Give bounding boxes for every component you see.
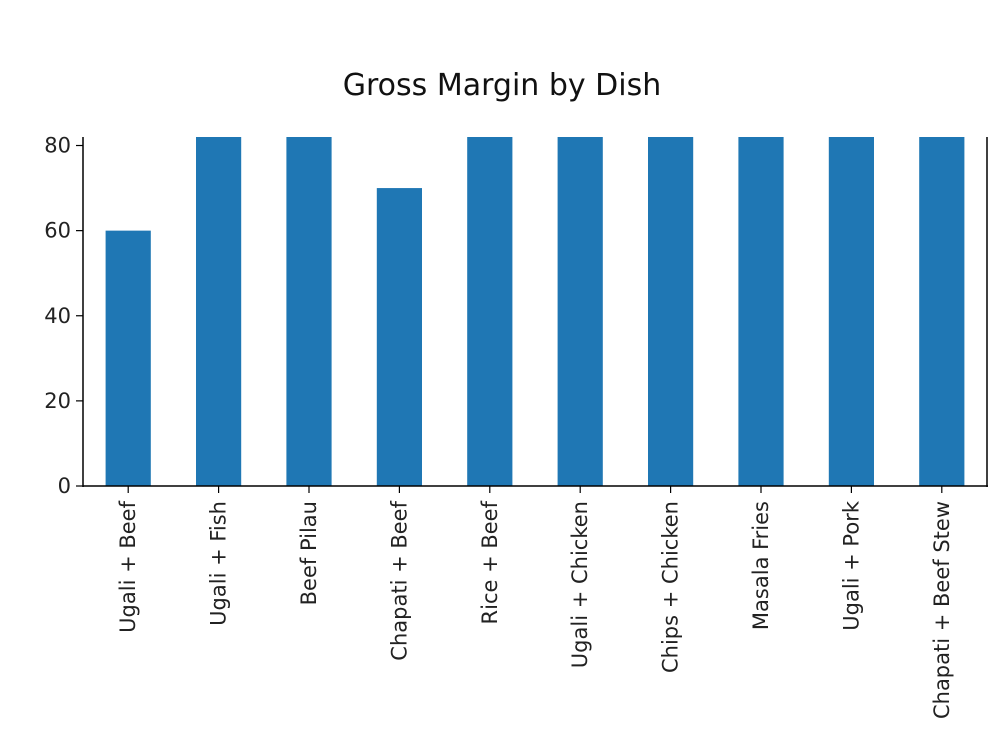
x-tick-label: Ugali + Beef bbox=[116, 500, 140, 632]
bar-9 bbox=[828, 137, 874, 486]
bar-1 bbox=[105, 230, 151, 486]
bar-4 bbox=[376, 188, 422, 486]
x-tick-label: Ugali + Fish bbox=[207, 501, 231, 626]
y-tick-label: 40 bbox=[44, 304, 71, 328]
bar-2 bbox=[196, 137, 242, 486]
chart-title: Gross Margin by Dish bbox=[342, 68, 662, 103]
y-tick-label: 60 bbox=[44, 219, 71, 243]
bar-6 bbox=[557, 137, 603, 486]
y-tick-label: 20 bbox=[44, 389, 71, 413]
x-tick-label: Ugali + Chicken bbox=[568, 501, 592, 668]
x-ticks-layer: Ugali + Beef Ugali + Fish Beef Pilau Chapat… bbox=[116, 486, 954, 719]
x-tick-label: Chapati + Beef bbox=[387, 500, 411, 660]
bars-layer bbox=[105, 137, 965, 486]
y-ticks-layer: 0 20 40 60 80 bbox=[44, 134, 83, 498]
bar-8 bbox=[738, 137, 784, 486]
bar-10 bbox=[919, 137, 965, 486]
x-tick-label: Beef Pilau bbox=[297, 501, 321, 605]
bar-3 bbox=[286, 137, 332, 486]
x-tick-label: Chapati + Beef Stew bbox=[930, 501, 954, 719]
x-tick-label: Rice + Beef bbox=[478, 500, 502, 624]
x-tick-label: Ugali + Pork bbox=[839, 500, 863, 631]
x-tick-label: Masala Fries bbox=[749, 501, 773, 630]
axes-layer bbox=[82, 137, 988, 487]
y-tick-label: 80 bbox=[44, 134, 71, 158]
x-tick-label: Chips + Chicken bbox=[659, 501, 683, 673]
y-tick-label: 0 bbox=[58, 474, 71, 498]
bar-7 bbox=[648, 137, 694, 486]
bar-5 bbox=[467, 137, 513, 486]
